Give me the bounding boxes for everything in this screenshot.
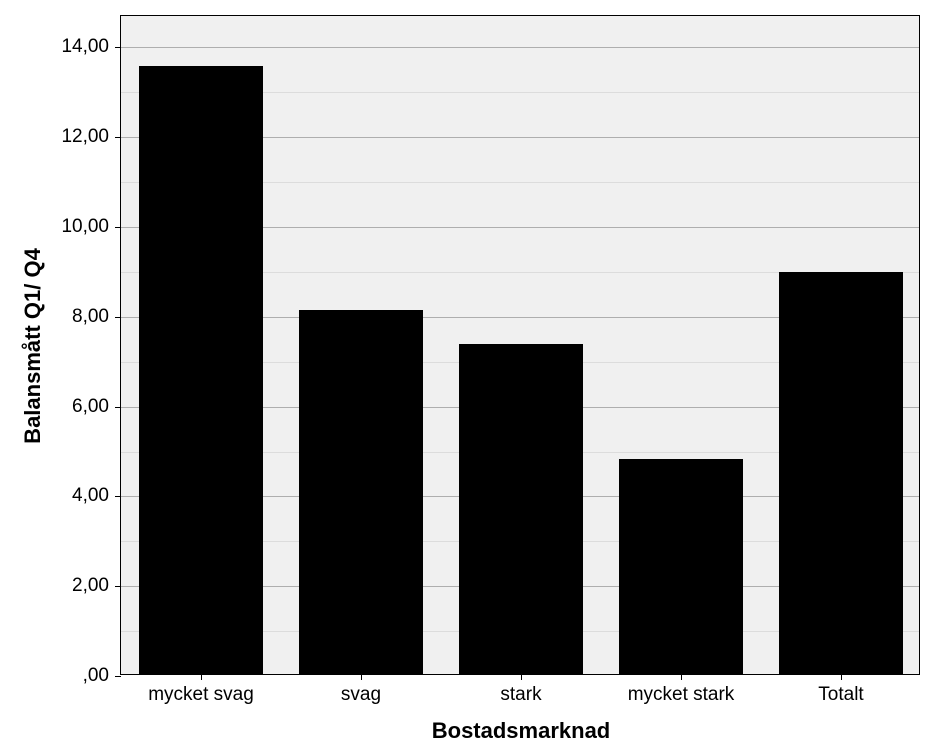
- y-axis-title: Balansmått Q1/ Q4: [20, 248, 46, 444]
- bar: [299, 310, 424, 674]
- bar: [139, 66, 264, 674]
- x-axis-title: Bostadsmarknad: [432, 718, 611, 744]
- y-tick-label: ,00: [83, 665, 121, 687]
- y-tick-label: 6,00: [72, 396, 121, 418]
- y-tick-label: 8,00: [72, 306, 121, 328]
- bar: [619, 459, 744, 675]
- x-tick-label: mycket stark: [628, 674, 735, 706]
- y-tick-label: 10,00: [61, 216, 121, 238]
- x-tick-label: stark: [500, 674, 541, 706]
- y-tick-label: 2,00: [72, 575, 121, 597]
- y-tick-label: 14,00: [61, 36, 121, 58]
- x-tick-label: Totalt: [818, 674, 863, 706]
- y-tick-label: 4,00: [72, 485, 121, 507]
- y-tick-label: 12,00: [61, 126, 121, 148]
- bar: [779, 272, 904, 674]
- bar: [459, 344, 584, 674]
- x-tick-label: mycket svag: [148, 674, 254, 706]
- grid-major: [121, 47, 919, 48]
- x-tick-label: svag: [341, 674, 381, 706]
- chart-frame: Balansmått Q1/ Q4 Bostadsmarknad ,002,00…: [120, 15, 920, 675]
